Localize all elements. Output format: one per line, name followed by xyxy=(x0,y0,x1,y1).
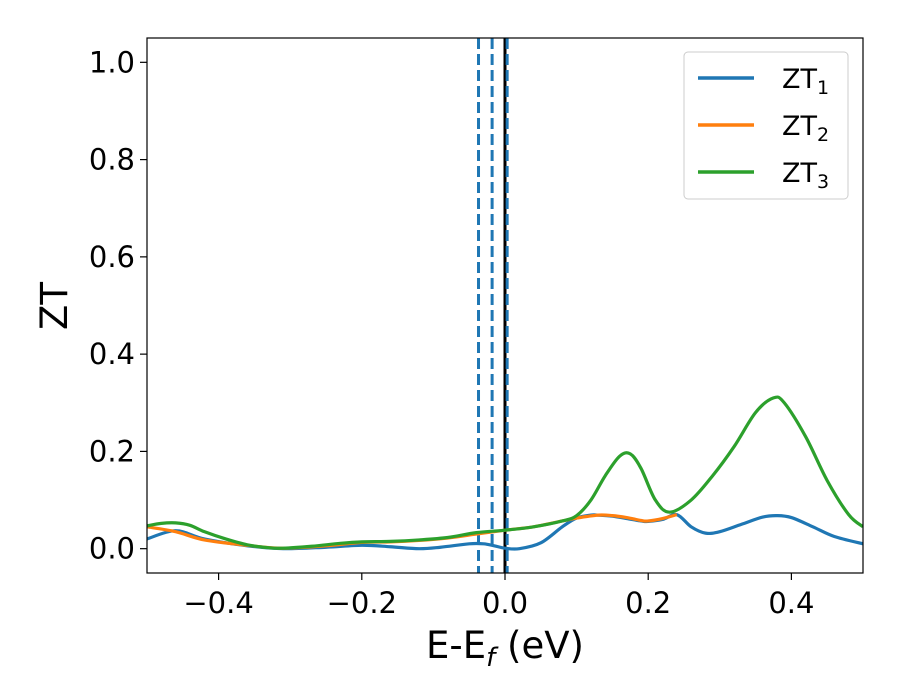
legend-label-zt1: ZT1 xyxy=(782,64,829,99)
series-lines xyxy=(147,395,863,551)
y-axis-label: ZT xyxy=(33,282,76,330)
y-tick-label: 0.2 xyxy=(89,434,135,468)
series-line-zt3 xyxy=(147,395,863,550)
legend: ZT1 ZT2 ZT3 xyxy=(683,51,849,200)
x-axis-label: E-Ef (eV) xyxy=(426,624,584,673)
x-tick-label: 0.0 xyxy=(482,586,528,620)
vertical-reference-lines xyxy=(477,38,509,573)
y-tick-label: 1.0 xyxy=(89,45,135,79)
x-axis-label-unit: (eV) xyxy=(495,624,584,667)
legend-label-zt3: ZT3 xyxy=(782,158,829,193)
x-tick-label: 0.4 xyxy=(768,586,814,620)
legend-label-zt2: ZT2 xyxy=(782,111,829,146)
y-tick-label: 0.6 xyxy=(89,240,135,274)
y-tick-label: 0.4 xyxy=(89,337,135,371)
x-tick-label: −0.2 xyxy=(327,586,397,620)
x-tick-label: −0.4 xyxy=(183,586,253,620)
legend-frame xyxy=(683,51,849,200)
y-tick-label: 0.0 xyxy=(89,532,135,566)
x-tick-label: 0.2 xyxy=(625,586,671,620)
y-axis-ticks: 0.0 0.2 0.4 0.6 0.8 1.0 xyxy=(89,45,147,566)
x-axis-ticks: −0.4 −0.2 0.0 0.2 0.4 xyxy=(183,573,814,620)
y-tick-label: 0.8 xyxy=(89,143,135,177)
